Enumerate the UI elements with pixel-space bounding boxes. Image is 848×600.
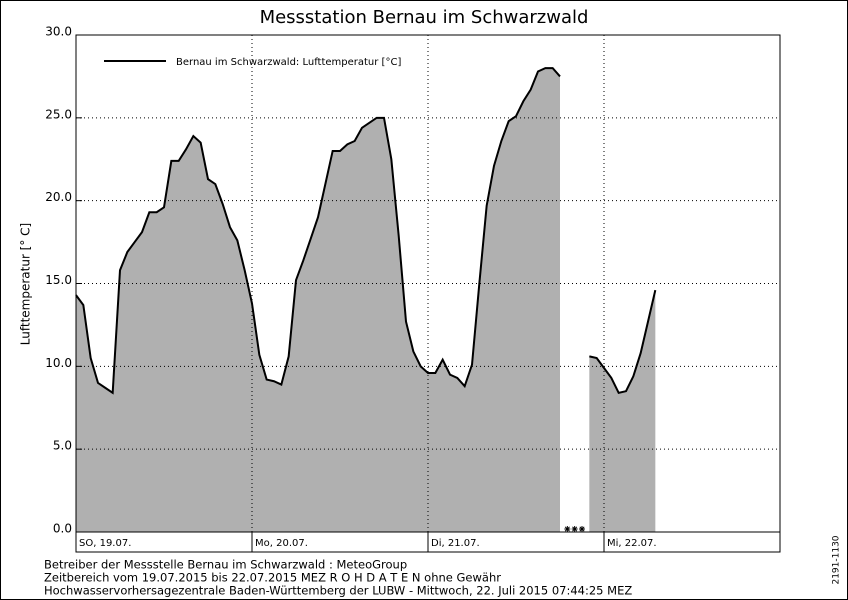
y-tick-label: 25.0 [45,107,72,121]
area [76,68,560,532]
line [75,67,561,395]
area [589,290,656,532]
y-axis-label: Lufttemperatur [° C] [19,223,33,345]
footer-line: Betreiber der Messstelle Bernau im Schwa… [44,558,407,572]
footer-line: Hochwasservorhersagezentrale Baden-Württ… [44,584,632,598]
missing-marker [571,526,578,532]
line [589,289,657,394]
x-tick-label: SO, 19.07. [79,538,131,549]
missing-marker [564,526,571,532]
y-tick-label: 0.0 [53,522,72,536]
x-tick-label: Mo, 20.07. [255,538,308,549]
y-tick-label: 10.0 [45,356,72,370]
chart-title: Messstation Bernau im Schwarzwald [260,7,589,28]
x-tick-label: Di, 21.07. [431,538,480,549]
x-tick-label: Mi, 22.07. [607,538,657,549]
missing-marker [579,526,585,532]
legend-label: Bernau im Schwarzwald: Lufttemperatur [°… [176,57,401,68]
footer-line: Zeitbereich vom 19.07.2015 bis 22.07.201… [44,571,501,585]
side-label: 2191-1130 [832,535,842,584]
y-tick-label: 30.0 [45,25,72,39]
y-tick-label: 15.0 [45,273,72,287]
y-tick-label: 5.0 [53,439,72,453]
y-tick-label: 20.0 [45,190,72,204]
